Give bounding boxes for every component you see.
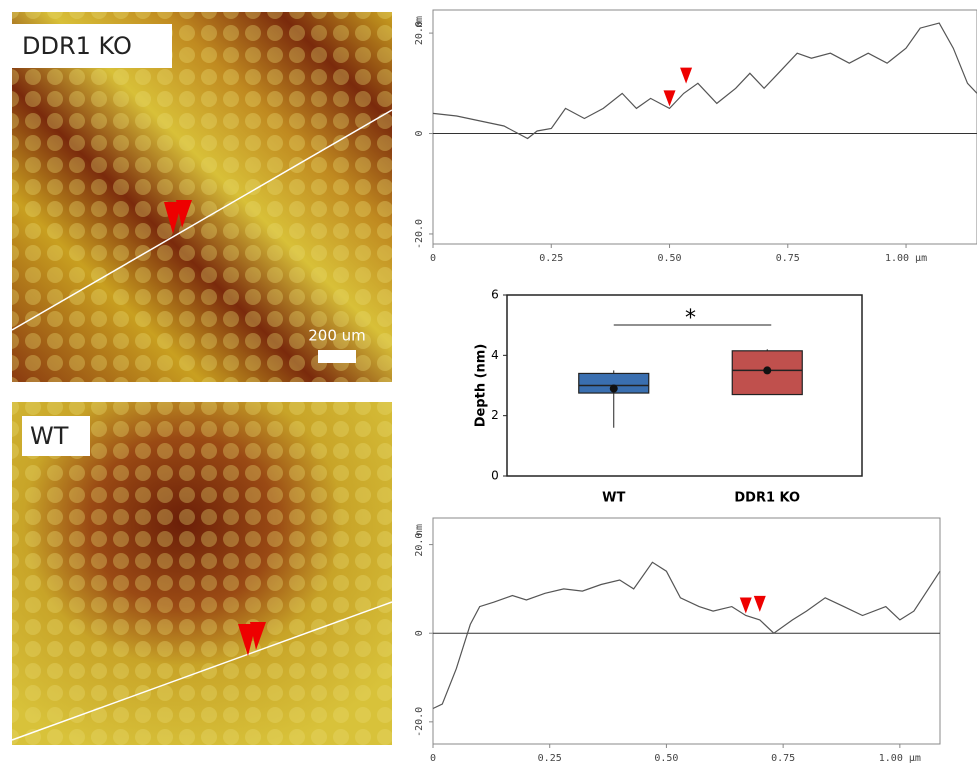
x-tick-label: 0 (430, 753, 436, 764)
y-tick-label: 6 (491, 288, 499, 302)
y-tick-label: 0 (491, 469, 499, 483)
profile-line (432, 22, 977, 140)
significance-label: * (685, 306, 696, 331)
x-tick-label: 0.75 (776, 253, 800, 264)
box (731, 350, 803, 396)
x-tick-label: 1.00 µm (879, 753, 921, 764)
plot-frame (432, 9, 977, 245)
y-axis-label: nm (414, 524, 425, 536)
y-axis-label: nm (414, 16, 425, 28)
y-tick-label: -20.0 (414, 707, 425, 737)
y-tick-label: 20.0 (414, 21, 425, 45)
y-tick-label: 2 (491, 408, 499, 422)
y-tick-label: -20.0 (414, 219, 425, 249)
cursor-marker (663, 90, 676, 107)
box (578, 372, 650, 394)
y-tick-label: 4 (491, 348, 499, 362)
scale-bar-label: 200 um (308, 327, 366, 345)
x-tick-label: 0.25 (538, 753, 562, 764)
cursor-marker (680, 67, 693, 84)
mean (763, 366, 772, 375)
x-tick-label: 0.25 (539, 253, 563, 264)
afm-image-ko: DDR1 KO 200 um (11, 12, 393, 382)
plot-frame (506, 294, 863, 477)
x-tick-label: 0.50 (654, 753, 678, 764)
image-label: WT (30, 422, 69, 450)
x-tick-label: 0.50 (657, 253, 681, 264)
image-label: DDR1 KO (22, 32, 132, 60)
cursor-marker (753, 595, 766, 612)
cursor-marker (739, 597, 752, 614)
x-tick-label: WT (602, 491, 625, 506)
x-tick-label: 0 (430, 253, 436, 264)
x-tick-label: 0.75 (771, 753, 795, 764)
x-tick-label: DDR1 KO (734, 491, 800, 506)
y-tick-label: 0 (414, 131, 425, 137)
x-tick-label: 1.00 µm (885, 253, 927, 264)
plot-frame (432, 517, 941, 745)
mean (609, 384, 618, 393)
profile-line (432, 561, 941, 710)
y-tick-label: 20.0 (414, 533, 425, 557)
y-axis-label: Depth (nm) (474, 344, 489, 428)
afm-image-wt: WT (11, 402, 393, 745)
y-tick-label: 0 (414, 630, 425, 636)
